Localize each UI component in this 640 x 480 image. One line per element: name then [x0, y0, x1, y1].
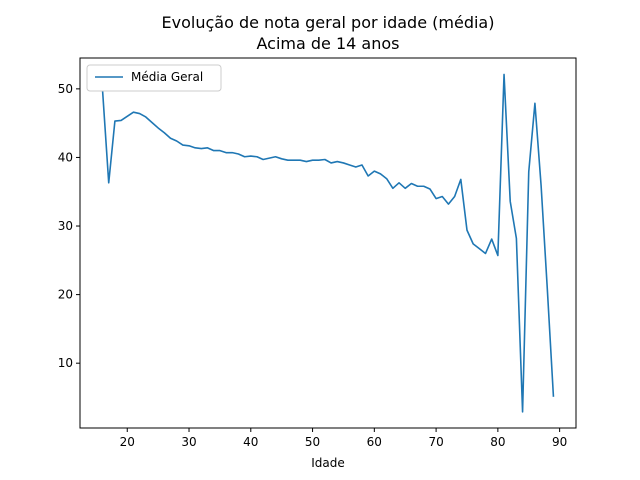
series-line-0 — [101, 73, 555, 413]
y-tick-label: 50 — [58, 82, 73, 96]
legend-box — [86, 64, 222, 92]
chart-subtitle: Acima de 14 anos — [257, 34, 400, 53]
x-tick-label: 70 — [428, 435, 443, 449]
plot-lines — [101, 73, 555, 413]
plot-area-frame — [79, 57, 577, 429]
x-tick-label: 40 — [243, 435, 258, 449]
x-tick-label: 50 — [305, 435, 320, 449]
x-tick-label: 30 — [181, 435, 196, 449]
x-tick-label: 80 — [490, 435, 505, 449]
chart-title: Evolução de nota geral por idade (média) — [162, 13, 495, 32]
x-tick-label: 20 — [120, 435, 135, 449]
y-tick-label: 40 — [58, 150, 73, 164]
y-tick-label: 10 — [58, 356, 73, 370]
axis-ticks: 20 30 40 50 60 70 80 90 10 20 30 40 50 — [58, 82, 568, 449]
x-tick-label: 60 — [367, 435, 382, 449]
legend: Média Geral — [86, 64, 222, 92]
x-axis-label: Idade — [311, 456, 345, 470]
x-tick-label: 90 — [552, 435, 567, 449]
legend-label: Média Geral — [131, 70, 203, 84]
y-tick-label: 30 — [58, 219, 73, 233]
y-tick-label: 20 — [58, 288, 73, 302]
